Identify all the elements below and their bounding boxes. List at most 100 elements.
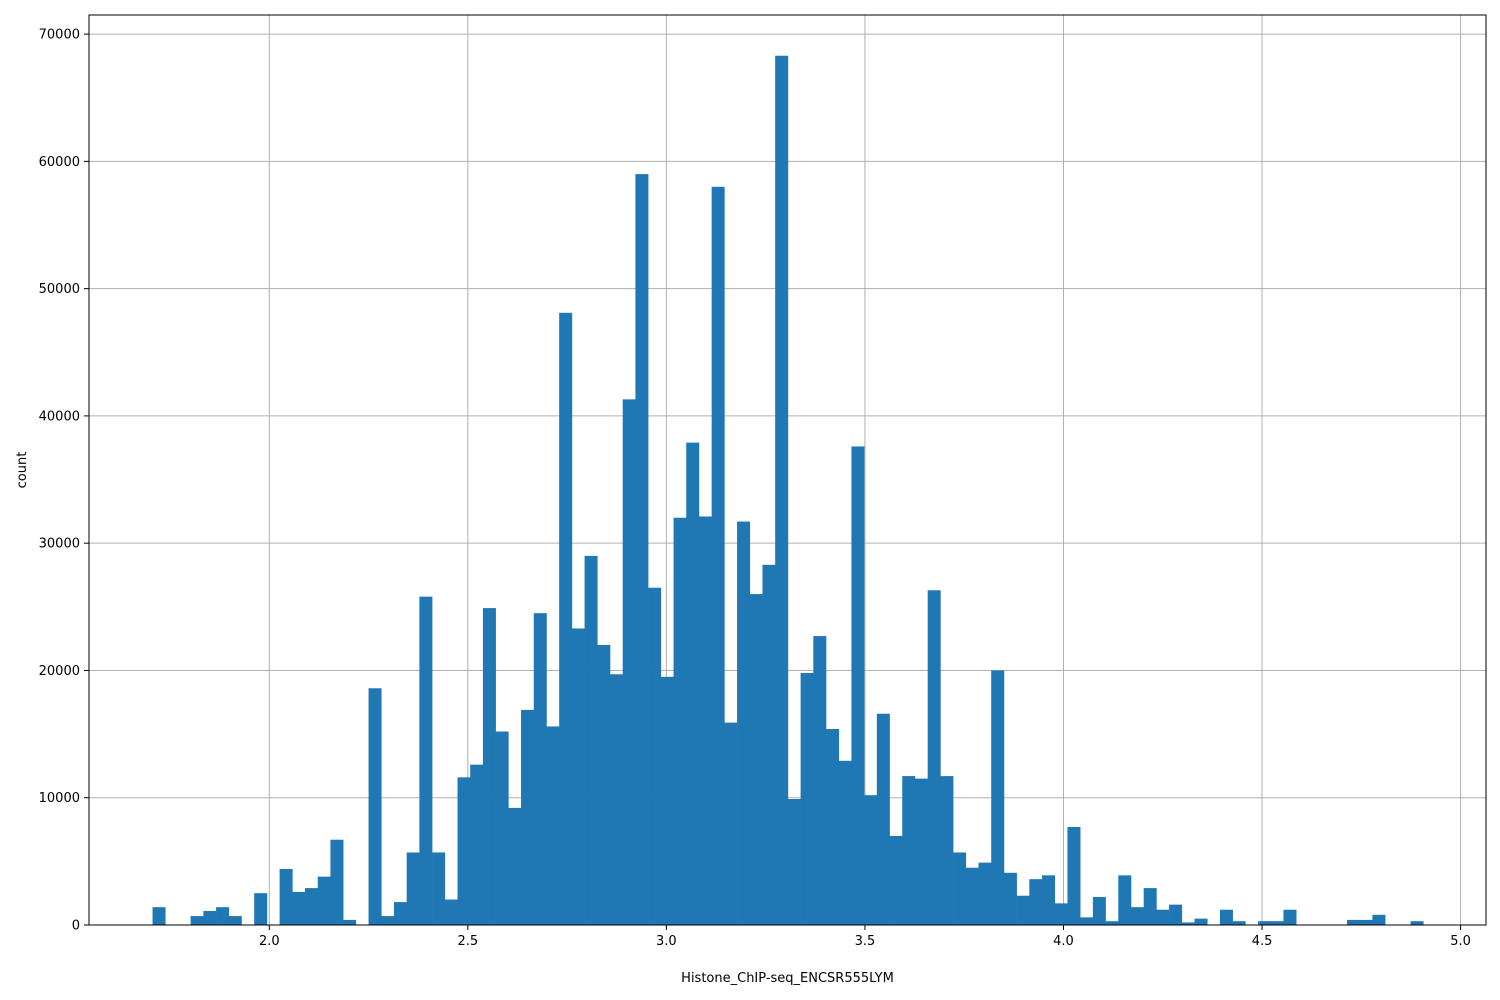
histogram-bar: [393, 902, 407, 925]
x-axis-ticks: 2.0 2.5 3.0 3.5 4.0 4.5 5.0: [259, 925, 1471, 949]
histogram-bar: [1042, 875, 1056, 925]
histogram-bar: [1219, 909, 1233, 925]
y-tick-label: 0: [72, 919, 80, 934]
histogram-bar: [1258, 921, 1272, 925]
histogram-bar: [635, 174, 649, 925]
histogram-bar: [609, 674, 624, 925]
histogram-bar: [775, 55, 789, 925]
histogram-bar: [940, 776, 954, 925]
histogram-bar: [1283, 909, 1297, 925]
y-tick-label: 20000: [39, 664, 80, 679]
histogram-bar: [381, 916, 395, 925]
y-axis-label: count: [15, 452, 30, 489]
y-tick-label: 40000: [39, 409, 80, 424]
histogram-bar: [851, 446, 865, 925]
histogram-bar: [546, 726, 560, 925]
histogram-bar: [571, 628, 585, 925]
histogram-bar: [1347, 919, 1361, 925]
histogram-bar: [1118, 875, 1132, 925]
histogram-bar: [305, 888, 319, 925]
histogram-bar: [1067, 827, 1081, 925]
histogram-bar: [953, 852, 967, 925]
y-axis-ticks: 0 10000 20000 30000 40000 50000 60000 70000: [39, 28, 89, 934]
histogram-bar: [673, 517, 687, 925]
histogram-bar: [482, 608, 496, 925]
histogram-bar: [190, 916, 204, 925]
histogram-bar: [698, 516, 712, 925]
histogram-bar: [457, 777, 471, 925]
x-tick-label: 4.5: [1252, 934, 1273, 949]
histogram-bar: [1372, 914, 1386, 925]
histogram-bar: [889, 835, 903, 925]
x-tick-label: 3.5: [855, 934, 876, 949]
histogram-bar: [1092, 897, 1106, 925]
histogram-bar: [317, 876, 331, 925]
histogram-bar: [711, 186, 725, 925]
histogram-bar: [838, 760, 852, 925]
histogram-bar: [254, 893, 268, 925]
histogram-bar: [978, 862, 992, 925]
histogram-bar: [1169, 904, 1183, 925]
histogram-bar: [216, 907, 230, 925]
histogram-bar: [533, 613, 547, 925]
x-tick-label: 4.0: [1053, 934, 1074, 949]
histogram-bar: [1410, 921, 1424, 925]
plot-frame: [88, 14, 1487, 926]
histogram-bar: [826, 729, 840, 925]
y-tick-label: 50000: [39, 282, 80, 297]
histogram-bar: [203, 911, 217, 925]
histogram-bar: [914, 778, 928, 925]
histogram-bar: [902, 776, 916, 925]
histogram-bar: [470, 764, 484, 925]
histogram-bar: [521, 709, 535, 925]
histogram-bar: [1143, 888, 1157, 925]
histogram-bar: [927, 590, 941, 925]
y-tick-label: 60000: [39, 155, 80, 170]
histogram-bar: [228, 916, 242, 925]
histogram-bar: [787, 799, 801, 925]
x-tick-label: 2.5: [457, 934, 478, 949]
histogram-bar: [597, 645, 611, 925]
histogram-bar: [1181, 922, 1195, 925]
histogram-bar: [1003, 872, 1017, 925]
x-tick-label: 5.0: [1450, 934, 1471, 949]
histogram-bar: [864, 795, 878, 925]
histogram-bar: [724, 722, 738, 925]
histogram-bar: [432, 852, 446, 925]
histogram-bar: [876, 713, 890, 925]
histogram-bar: [1029, 879, 1043, 925]
histogram-bar: [749, 594, 763, 925]
histogram-bar: [584, 555, 598, 925]
histogram-bar: [1016, 895, 1030, 925]
histogram-bar: [648, 587, 662, 925]
y-tick-label: 10000: [39, 791, 80, 806]
histogram-bar: [686, 442, 700, 925]
histogram-bar: [406, 852, 420, 925]
histogram-bar: [508, 807, 522, 925]
histogram-bar: [419, 596, 433, 925]
histogram-bar: [152, 907, 166, 925]
histogram-bar: [813, 636, 827, 925]
bars: [152, 55, 1424, 925]
histogram-bar: [800, 673, 814, 925]
x-tick-label: 3.0: [656, 934, 677, 949]
histogram-bar: [1054, 903, 1068, 925]
y-tick-label: 30000: [39, 537, 80, 552]
histogram-bar: [495, 731, 509, 925]
x-tick-label: 2.0: [259, 934, 280, 949]
histogram-bar: [1130, 907, 1144, 925]
histogram-bar: [1270, 921, 1284, 925]
histogram-bar: [368, 688, 382, 925]
histogram-bar: [279, 869, 293, 925]
histogram-bar: [622, 399, 636, 925]
histogram-bar: [330, 839, 344, 925]
histogram-bar: [1359, 919, 1373, 925]
histogram-bar: [737, 521, 751, 925]
histogram-bar: [559, 312, 573, 925]
histogram-bar: [444, 899, 458, 925]
y-tick-label: 70000: [39, 28, 80, 43]
histogram-bar: [965, 867, 979, 925]
histogram-bar: [660, 676, 674, 925]
histogram-bar: [1232, 921, 1246, 925]
